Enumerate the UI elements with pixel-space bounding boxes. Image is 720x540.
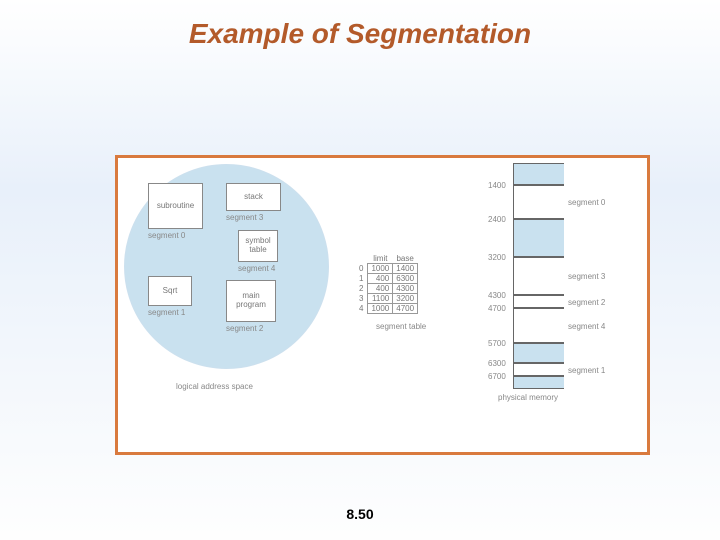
logical-segment-label: segment 0: [148, 231, 185, 240]
memory-region-label: segment 1: [568, 366, 605, 375]
memory-region: [514, 343, 564, 363]
segment-table: limitbase0100014001400630024004300311003…: [356, 254, 418, 314]
logical-segment-label: segment 1: [148, 308, 185, 317]
memory-region: [514, 295, 564, 308]
memory-address: 6700: [488, 372, 506, 381]
table-row: 410004700: [356, 304, 418, 314]
memory-address: 2400: [488, 215, 506, 224]
memory-region: [514, 376, 564, 389]
col-base: base: [393, 254, 418, 264]
segment-table-label: segment table: [376, 322, 426, 331]
logical-segment-label: segment 4: [238, 264, 275, 273]
logical-segment-label: segment 2: [226, 324, 263, 333]
memory-region-label: segment 4: [568, 322, 605, 331]
memory-region-label: segment 2: [568, 298, 605, 307]
logical-segment-box: symbol table: [238, 230, 278, 262]
table-row: 311003200: [356, 294, 418, 304]
logical-segment-box: main program: [226, 280, 276, 322]
logical-segment-box: Sqrt: [148, 276, 192, 306]
logical-space-label: logical address space: [176, 382, 253, 391]
physical-memory-label: physical memory: [498, 393, 558, 402]
table-row: 14006300: [356, 274, 418, 284]
memory-region: [514, 257, 564, 295]
page-title: Example of Segmentation: [0, 18, 720, 50]
col-limit: limit: [368, 254, 393, 264]
memory-region: [514, 363, 564, 376]
memory-region: [514, 308, 564, 343]
memory-address: 1400: [488, 181, 506, 190]
memory-region: [514, 163, 564, 185]
memory-address: 6300: [488, 359, 506, 368]
logical-segment-label: segment 3: [226, 213, 263, 222]
memory-region-label: segment 0: [568, 198, 605, 207]
logical-segment-box: stack: [226, 183, 281, 211]
memory-region: [514, 185, 564, 219]
memory-address: 4300: [488, 291, 506, 300]
table-row: 010001400: [356, 264, 418, 274]
logical-segment-box: subroutine: [148, 183, 203, 229]
page-number: 8.50: [0, 506, 720, 522]
memory-region-label: segment 3: [568, 272, 605, 281]
memory-region: [514, 219, 564, 257]
physical-memory-column: [513, 163, 563, 389]
diagram-frame: subroutine segment 0 stack segment 3 symbol …: [115, 155, 650, 455]
memory-address: 4700: [488, 304, 506, 313]
memory-address: 3200: [488, 253, 506, 262]
table-row: 24004300: [356, 284, 418, 294]
memory-address: 5700: [488, 339, 506, 348]
